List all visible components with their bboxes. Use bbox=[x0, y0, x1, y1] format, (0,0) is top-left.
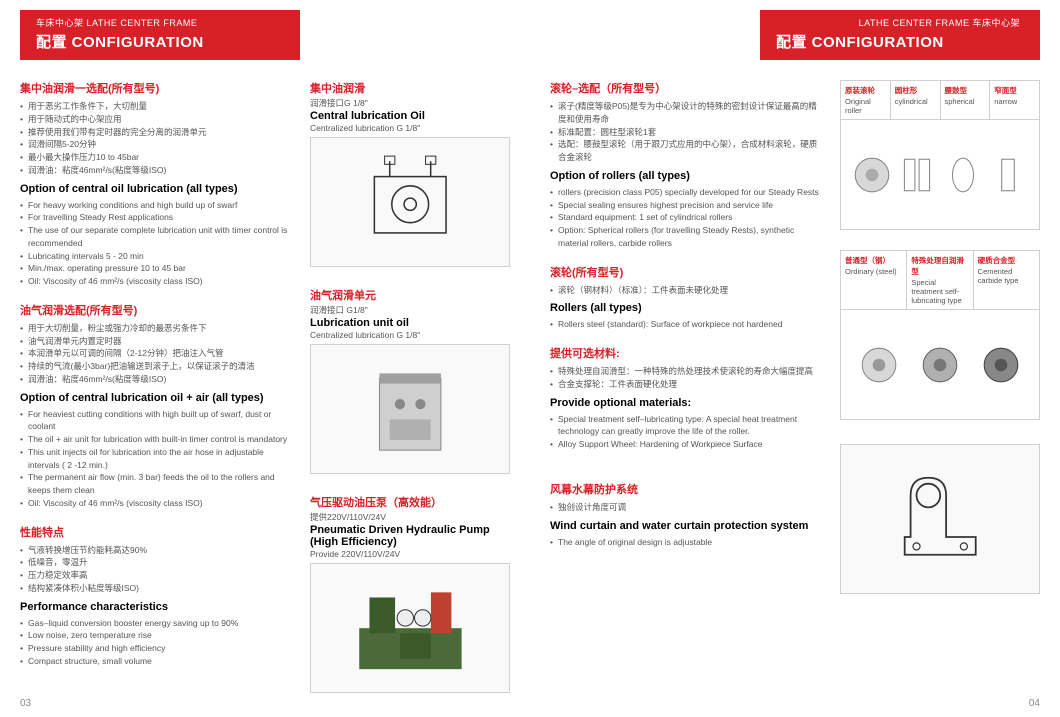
bracket-icon bbox=[881, 460, 999, 578]
heading-en: Option of central oil lubrication (all t… bbox=[20, 183, 292, 195]
list-en: For heaviest cutting conditions with hig… bbox=[20, 408, 292, 510]
roller-table-1: 原装滚轮Original roller 圆柱形cylindrical 腰鼓型sp… bbox=[840, 80, 1040, 230]
roller-icon bbox=[851, 154, 893, 196]
roller-icon bbox=[942, 154, 984, 196]
text-column: 集中油润滑一选配(所有型号) 用于恶劣工作条件下，大切削量 用于随动式的中心架应… bbox=[20, 80, 292, 693]
image-column: 原装滚轮Original roller 圆柱形cylindrical 腰鼓型sp… bbox=[840, 80, 1040, 594]
roller-icon bbox=[980, 344, 1022, 386]
roller-table-2: 普通型（钢）Ordinary (steel) 特殊处理自润滑型Special t… bbox=[840, 250, 1040, 420]
roller-header-cell: 硬质合金型Cemented carbide type bbox=[974, 251, 1039, 309]
list-en: Gas–liquid conversion booster energy sav… bbox=[20, 617, 292, 668]
diagram-icon bbox=[359, 151, 461, 253]
lubrication-unit-image bbox=[310, 344, 510, 474]
image-block: 油气润滑单元 润滑接口 G1/8" Lubrication unit oil C… bbox=[310, 287, 510, 474]
unit-icon bbox=[359, 358, 461, 460]
image-block: 集中油润滑 润滑接口G 1/8" Central lubrication Oil… bbox=[310, 80, 510, 267]
roller-icon bbox=[858, 344, 900, 386]
roller-header-cell: 普通型（钢）Ordinary (steel) bbox=[841, 251, 907, 309]
list-cn: 用于恶劣工作条件下，大切削量 用于随动式的中心架应用 推荐使用我们带有定时器的完… bbox=[20, 100, 292, 177]
header-title: 配置 CONFIGURATION bbox=[776, 31, 1020, 52]
section: 滚轮–选配（所有型号） 滚子(精度等级P05)是专为中心架设计的特殊的密封设计保… bbox=[550, 80, 822, 250]
pump-icon bbox=[349, 577, 472, 679]
header-title: 配置 CONFIGURATION bbox=[36, 31, 280, 52]
heading-en: Performance characteristics bbox=[20, 601, 292, 613]
lubrication-diagram bbox=[310, 137, 510, 267]
roller-header-cell: 窄面型narrow bbox=[990, 81, 1039, 119]
section: 风幕水幕防护系统 独创设计角度可调 Wind curtain and water… bbox=[550, 481, 822, 549]
image-block: 气压驱动油压泵（高效能） 提供220V/110V/24V Pneumatic D… bbox=[310, 494, 510, 693]
header-block: 车床中心架 LATHE CENTER FRAME 配置 CONFIGURATIO… bbox=[20, 10, 300, 60]
list-cn: 气液转换增压节约能耗高达90% 低噪音，零温升 压力稳定效率高 结构紧凑体积小粘… bbox=[20, 544, 292, 595]
text-column: 滚轮–选配（所有型号） 滚子(精度等级P05)是专为中心架设计的特殊的密封设计保… bbox=[550, 80, 822, 594]
heading-cn: 集中油润滑一选配(所有型号) bbox=[20, 80, 292, 96]
page-left: 车床中心架 LATHE CENTER FRAME 配置 CONFIGURATIO… bbox=[0, 0, 530, 717]
roller-icon bbox=[919, 344, 961, 386]
roller-images bbox=[840, 120, 1040, 230]
page-right: LATHE CENTER FRAME 车床中心架 配置 CONFIGURATIO… bbox=[530, 0, 1060, 717]
image-column: 集中油润滑 润滑接口G 1/8" Central lubrication Oil… bbox=[310, 80, 510, 693]
page-number: 04 bbox=[1029, 698, 1040, 709]
roller-images bbox=[840, 310, 1040, 420]
list-en: For heavy working conditions and high bu… bbox=[20, 199, 292, 288]
header-block: LATHE CENTER FRAME 车床中心架 配置 CONFIGURATIO… bbox=[760, 10, 1040, 60]
header-left: 车床中心架 LATHE CENTER FRAME 配置 CONFIGURATIO… bbox=[20, 0, 510, 60]
roller-header: 普通型（钢）Ordinary (steel) 特殊处理自润滑型Special t… bbox=[840, 250, 1040, 310]
roller-header: 原装滚轮Original roller 圆柱形cylindrical 腰鼓型sp… bbox=[840, 80, 1040, 120]
roller-icon bbox=[987, 154, 1029, 196]
roller-header-cell: 特殊处理自润滑型Special treatment self-lubricati… bbox=[907, 251, 973, 309]
pump-image bbox=[310, 563, 510, 693]
section: 油气润滑选配(所有型号) 用于大切削量，粉尘或强力冷却的最恶劣条件下 油气润滑单… bbox=[20, 302, 292, 510]
header-subtitle: 车床中心架 LATHE CENTER FRAME bbox=[36, 16, 280, 29]
heading-cn: 性能特点 bbox=[20, 524, 292, 540]
heading-cn: 油气润滑选配(所有型号) bbox=[20, 302, 292, 318]
header-subtitle: LATHE CENTER FRAME 车床中心架 bbox=[776, 16, 1020, 29]
list-cn: 用于大切削量，粉尘或强力冷却的最恶劣条件下 油气润滑单元内置定时器 本润滑单元以… bbox=[20, 322, 292, 386]
header-right: LATHE CENTER FRAME 车床中心架 配置 CONFIGURATIO… bbox=[550, 0, 1040, 60]
columns: 集中油润滑一选配(所有型号) 用于恶劣工作条件下，大切削量 用于随动式的中心架应… bbox=[20, 80, 510, 693]
page-number: 03 bbox=[20, 698, 31, 709]
roller-header-cell: 腰鼓型spherical bbox=[941, 81, 991, 119]
section: 滚轮(所有型号) 滚轮（钢材料）（标准）：工件表面未硬化处理 Rollers (… bbox=[550, 264, 822, 332]
wind-curtain-diagram bbox=[840, 444, 1040, 594]
section: 性能特点 气液转换增压节约能耗高达90% 低噪音，零温升 压力稳定效率高 结构紧… bbox=[20, 524, 292, 668]
section: 提供可选材料: 特殊处理自润滑型：一种特殊的热处理技术使滚轮的寿命大幅度提高 合… bbox=[550, 345, 822, 451]
columns: 滚轮–选配（所有型号） 滚子(精度等级P05)是专为中心架设计的特殊的密封设计保… bbox=[550, 80, 1040, 594]
roller-header-cell: 圆柱形cylindrical bbox=[891, 81, 941, 119]
section: 集中油润滑一选配(所有型号) 用于恶劣工作条件下，大切削量 用于随动式的中心架应… bbox=[20, 80, 292, 288]
roller-icon bbox=[896, 154, 938, 196]
heading-en: Option of central lubrication oil + air … bbox=[20, 392, 292, 404]
roller-header-cell: 原装滚轮Original roller bbox=[841, 81, 891, 119]
